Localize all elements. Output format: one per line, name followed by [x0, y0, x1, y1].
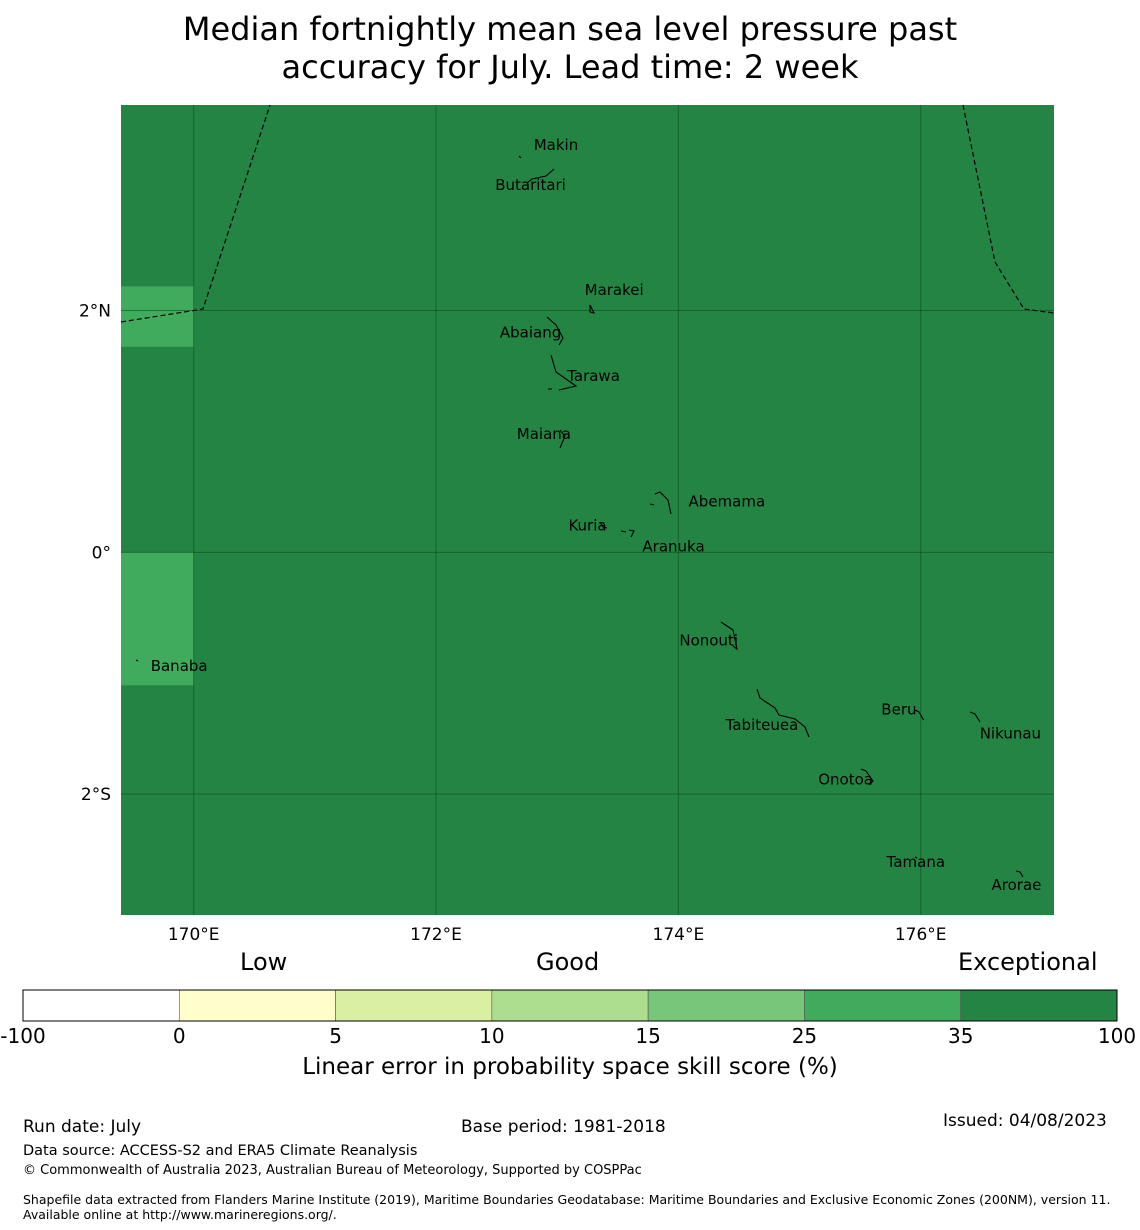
- run-date: Run date: July: [23, 1117, 142, 1137]
- place-label-arorae: Arorae: [992, 876, 1042, 894]
- place-label-kuria: Kuria: [568, 517, 606, 535]
- title-line-2: accuracy for July. Lead time: 2 week: [281, 48, 859, 86]
- map-background: [121, 105, 1054, 915]
- place-label-makin: Makin: [534, 136, 579, 154]
- colorbar-tick-label: 15: [635, 1024, 661, 1048]
- island-shape-abemama: [649, 491, 672, 515]
- lat-tick-label: 0°: [92, 543, 111, 563]
- place-label-tamana: Tamana: [886, 853, 945, 871]
- island-shape-onotoa: [860, 768, 874, 786]
- island-shape-butaritari: [526, 168, 555, 184]
- colorbar-bin-1: [22, 989, 180, 1022]
- colorbar-label: Linear error in probability space skill …: [302, 1054, 838, 1080]
- colorbar-bin-3: [335, 989, 493, 1022]
- island-shape-abaiang: [546, 316, 564, 346]
- colorbar-tick-label: 5: [329, 1024, 342, 1048]
- chart-title: Median fortnightly mean sea level pressu…: [0, 10, 1140, 86]
- island-shape-nikunau: [969, 711, 981, 723]
- island-shape-nonouti: [720, 621, 738, 651]
- island-shape-tamana: [914, 856, 918, 859]
- island-shape-kuria: [599, 521, 627, 533]
- place-label-maiana: Maiana: [517, 425, 571, 443]
- place-label-abaiang: Abaiang: [500, 323, 561, 341]
- colorbar-bin-4: [491, 989, 649, 1022]
- colorbar-bin-7: [960, 989, 1118, 1022]
- colorbar-tick-label: -100: [0, 1024, 46, 1048]
- place-label-butaritari: Butaritari: [495, 176, 566, 194]
- lon-tick-label: 174°E: [653, 925, 705, 945]
- place-label-nonouti: Nonouti: [679, 632, 738, 650]
- base-period: Base period: 1981-2018: [461, 1117, 666, 1137]
- colorbar-frame: [22, 989, 1118, 1022]
- colorbar-bin-6: [804, 989, 962, 1022]
- skill-cell-2: [121, 552, 194, 686]
- colorbar-tick-label: 25: [791, 1024, 818, 1048]
- place-label-tarawa: Tarawa: [566, 367, 620, 385]
- data-source: Data source: ACCESS-S2 and ERA5 Climate …: [23, 1143, 418, 1159]
- island-shape-tarawa: [548, 354, 578, 391]
- place-label-onotoa: Onotoa: [818, 771, 873, 789]
- colorbar-tick-label: 10: [479, 1024, 505, 1048]
- island-shape-beru: [914, 709, 925, 721]
- lat-tick-label: 2°S: [81, 785, 111, 805]
- legend-category-exceptional: Exceptional: [958, 948, 1098, 976]
- colorbar-tick-label: 35: [947, 1024, 974, 1048]
- island-shape-tabiteuea: [756, 688, 810, 738]
- map-figure: Makin Butaritari Marakei Abaiang Tarawa Maian…: [79, 104, 1055, 945]
- island-shape-aranuka: [628, 529, 635, 538]
- title-line-1: Median fortnightly mean sea level pressu…: [182, 10, 958, 48]
- place-label-beru: Beru: [881, 700, 916, 718]
- colorbar-bin-2: [178, 989, 336, 1022]
- legend-category-good: Good: [536, 948, 600, 976]
- place-label-nikunau: Nikunau: [980, 725, 1041, 743]
- legend-category-low: Low: [240, 948, 288, 976]
- lon-tick-label: 176°E: [895, 925, 947, 945]
- eez-boundary-west: [120, 104, 271, 323]
- lon-tick-label: 170°E: [168, 925, 220, 945]
- issued-date: Issued: 04/08/2023: [943, 1111, 1107, 1131]
- shapefile-credit: Shapefile data extracted from Flanders M…: [23, 1192, 1111, 1222]
- place-label-banaba: Banaba: [151, 657, 208, 675]
- lon-tick-label: 172°E: [410, 925, 462, 945]
- island-shape-marakei: [589, 304, 596, 314]
- lat-tick-label: 2°N: [79, 302, 111, 322]
- island-shape-maiana: [559, 429, 566, 449]
- island-shape-banaba: [135, 659, 139, 662]
- colorbar-tick-label: 0: [172, 1024, 186, 1048]
- island-shape-makin: [518, 155, 522, 159]
- colorbar-tick-label: 100: [1097, 1024, 1137, 1048]
- colorbar-bin-5: [647, 989, 805, 1022]
- place-label-marakei: Marakei: [585, 281, 644, 299]
- eez-boundary-east: [962, 104, 1055, 314]
- place-label-aranuka: Aranuka: [642, 537, 704, 555]
- place-label-tabiteuea: Tabiteuea: [725, 716, 799, 734]
- place-label-abemama: Abemama: [689, 493, 766, 511]
- island-shape-arorae: [1015, 870, 1024, 878]
- copyright-notice: © Commonwealth of Australia 2023, Austra…: [23, 1163, 642, 1178]
- colorbar: [22, 989, 1118, 1022]
